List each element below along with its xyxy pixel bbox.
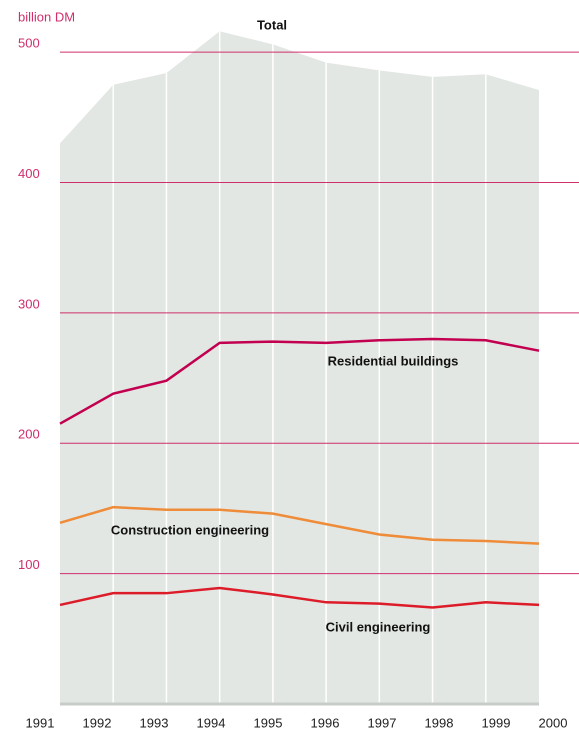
y-tick-label: 300 <box>18 296 40 311</box>
x-tick-label: 1994 <box>197 715 226 730</box>
series-label: Total <box>257 17 287 32</box>
series-label: Construction engineering <box>111 522 269 537</box>
x-tick-label: 1993 <box>140 715 169 730</box>
x-tick-label: 1998 <box>425 715 454 730</box>
y-tick-label: 200 <box>18 427 40 442</box>
x-tick-label: 1991 <box>26 715 55 730</box>
x-tick-label: 1996 <box>311 715 340 730</box>
x-tick-label: 2000 <box>539 715 568 730</box>
line <box>59 337 540 425</box>
x-tick-label: 1992 <box>83 715 112 730</box>
series-label: Residential buildings <box>328 353 459 368</box>
y-tick-label: 500 <box>18 36 40 51</box>
y-axis-label: billion DM <box>18 9 75 24</box>
area <box>60 31 539 705</box>
x-tick-label: 1999 <box>482 715 511 730</box>
series-label: Civil engineering <box>326 619 431 634</box>
line <box>59 505 540 545</box>
x-tick-label: 1995 <box>254 715 283 730</box>
y-tick-label: 400 <box>18 166 40 181</box>
line <box>59 586 540 609</box>
y-tick-label: 100 <box>18 557 40 572</box>
x-tick-label: 1997 <box>368 715 397 730</box>
